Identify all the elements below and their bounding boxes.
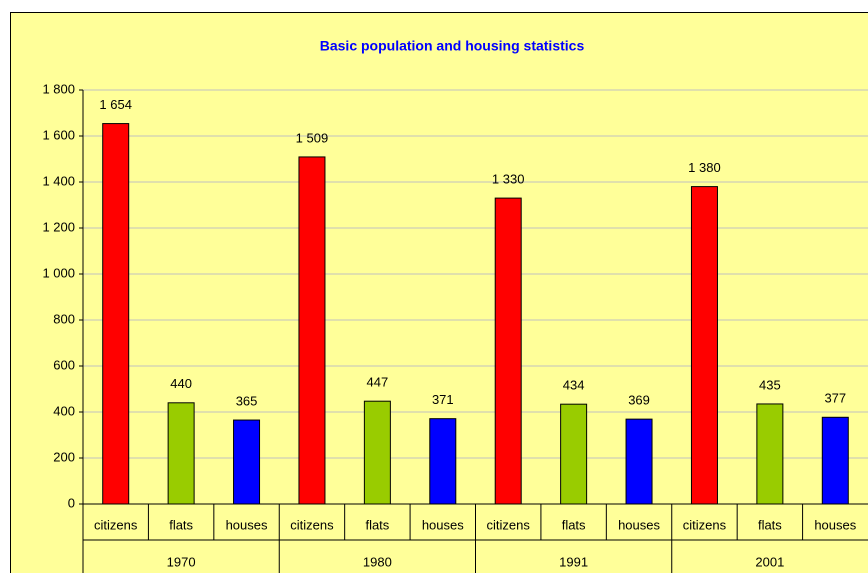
y-tick-label: 1 800 — [42, 81, 75, 96]
y-tick-label: 800 — [53, 311, 75, 326]
y-tick-label: 1 600 — [42, 127, 75, 142]
bar — [429, 418, 457, 505]
x-tick-label: flats — [169, 517, 193, 532]
x-tick-label: citizens — [290, 517, 334, 532]
bar — [233, 419, 261, 505]
value-label: 435 — [759, 377, 781, 392]
value-label: 369 — [628, 393, 650, 408]
value-label: 434 — [563, 378, 585, 393]
bar — [625, 418, 653, 505]
bar — [167, 402, 195, 505]
x-tick-label: houses — [814, 517, 856, 532]
x-tick-label: flats — [562, 517, 586, 532]
y-tick-label: 1 400 — [42, 173, 75, 188]
bar — [363, 400, 391, 505]
x-tick-label: citizens — [683, 517, 727, 532]
group-label: 1970 — [167, 554, 196, 569]
chart-title: Basic population and housing statistics — [320, 38, 585, 54]
y-tick-label: 400 — [53, 403, 75, 418]
y-tick-label: 0 — [68, 495, 75, 510]
value-label: 447 — [367, 375, 389, 390]
x-tick-label: citizens — [487, 517, 531, 532]
bar — [298, 156, 326, 505]
y-tick-label: 200 — [53, 449, 75, 464]
group-label: 1991 — [559, 554, 588, 569]
group-label: 2001 — [755, 554, 784, 569]
bar — [494, 197, 522, 505]
value-label: 1 330 — [492, 172, 525, 187]
value-label: 365 — [236, 393, 258, 408]
x-tick-label: houses — [422, 517, 464, 532]
y-tick-label: 600 — [53, 357, 75, 372]
bar — [756, 403, 784, 505]
bar — [690, 186, 718, 505]
y-tick-label: 1 000 — [42, 265, 75, 280]
x-tick-label: flats — [758, 517, 782, 532]
bar — [821, 416, 849, 505]
value-label: 371 — [432, 392, 454, 407]
bar — [102, 123, 130, 505]
value-label: 1 509 — [296, 130, 329, 145]
x-tick-label: citizens — [94, 517, 138, 532]
value-label: 440 — [170, 376, 192, 391]
value-label: 1 380 — [688, 160, 721, 175]
x-tick-label: houses — [226, 517, 268, 532]
x-tick-label: houses — [618, 517, 660, 532]
bar — [560, 403, 588, 505]
value-label: 1 654 — [99, 97, 132, 112]
group-label: 1980 — [363, 554, 392, 569]
x-tick-label: flats — [365, 517, 389, 532]
value-label: 377 — [824, 391, 846, 406]
y-tick-label: 1 200 — [42, 219, 75, 234]
